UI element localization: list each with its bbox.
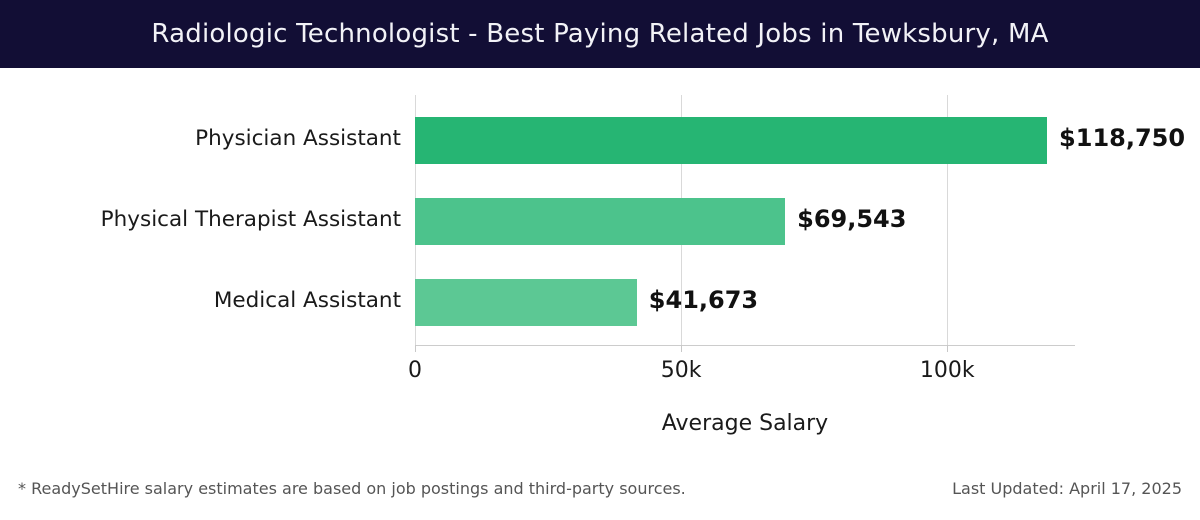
category-label: Medical Assistant xyxy=(213,288,401,313)
page-title: Radiologic Technologist - Best Paying Re… xyxy=(151,19,1049,49)
x-axis-tick xyxy=(947,345,949,352)
x-axis-line xyxy=(415,345,1075,346)
bar-value-label: $69,543 xyxy=(797,205,907,233)
footer-last-updated: Last Updated: April 17, 2025 xyxy=(952,479,1182,498)
bar[interactable] xyxy=(415,278,637,326)
footer-disclaimer: * ReadySetHire salary estimates are base… xyxy=(18,479,686,498)
x-axis-tick xyxy=(681,345,683,352)
x-axis-tick xyxy=(415,345,416,352)
bar-value-label: $41,673 xyxy=(648,286,759,314)
category-label: Physical Therapist Assistant xyxy=(100,207,401,232)
x-axis-tick-label: 50k xyxy=(660,358,702,383)
x-axis-tick-label: 0 xyxy=(408,358,422,383)
bar-value-label: $118,750 xyxy=(1059,124,1186,152)
category-label: Physician Assistant xyxy=(195,126,401,151)
x-axis-tick-label: 100k xyxy=(919,358,975,383)
bar[interactable] xyxy=(415,116,1048,164)
x-axis-title: Average Salary xyxy=(661,411,829,436)
gridline xyxy=(947,95,949,345)
bar[interactable] xyxy=(415,197,786,245)
title-bar: Radiologic Technologist - Best Paying Re… xyxy=(0,0,1200,68)
